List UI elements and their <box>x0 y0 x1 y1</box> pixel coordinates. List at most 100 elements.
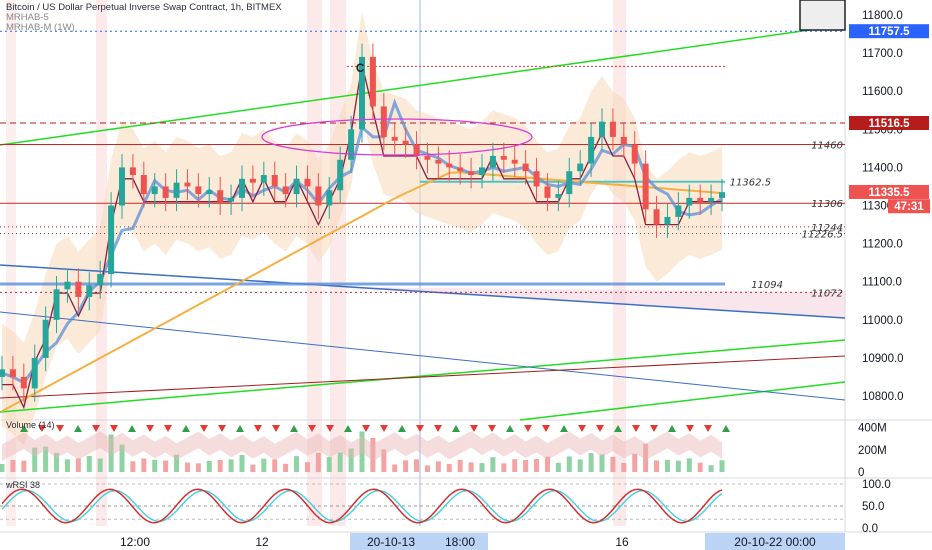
rsi-tick-2: 0.0 <box>862 523 878 535</box>
volume-bar <box>337 452 343 472</box>
signal-triangle <box>236 425 244 432</box>
candle-body <box>75 281 82 297</box>
candle-body <box>151 186 158 195</box>
candle-body <box>664 216 671 225</box>
candle-body <box>522 163 529 172</box>
signal-triangle <box>92 425 100 432</box>
volume-bar <box>566 456 572 472</box>
volume-bar <box>719 460 725 472</box>
signal-triangle <box>326 425 334 432</box>
volume-bar <box>272 459 278 472</box>
volume-bar <box>0 464 5 472</box>
signal-triangle <box>110 425 118 432</box>
signal-triangle <box>74 425 82 432</box>
volume-bar <box>523 460 529 472</box>
volume-bar <box>501 463 507 472</box>
candle-body <box>108 205 115 275</box>
volume-bar <box>261 458 267 472</box>
sma-line <box>1 171 723 413</box>
volume-tick-1: 200M <box>858 445 887 457</box>
volume-bar <box>195 463 201 472</box>
volume-bar <box>544 456 550 472</box>
candle-body <box>304 178 311 187</box>
candle-body <box>402 140 409 145</box>
volume-bar <box>555 462 561 472</box>
signal-triangle <box>272 425 280 432</box>
price-tag-3 <box>888 199 930 214</box>
candle-body <box>64 281 71 290</box>
volume-bar <box>414 459 420 472</box>
time-label-1: 12 <box>255 535 269 549</box>
volume-bar <box>621 463 627 472</box>
volume-bar <box>54 452 60 472</box>
green-trendline-mid <box>0 339 846 413</box>
candle-body <box>359 56 365 130</box>
signal-triangle <box>596 425 604 432</box>
candle-body <box>511 159 518 164</box>
signal-triangle <box>362 425 370 432</box>
candle-body <box>446 163 453 168</box>
price-tick-6: 11200.0 <box>862 239 903 251</box>
volume-bar <box>348 448 354 472</box>
signal-triangle <box>470 425 478 432</box>
time-highlight-label-2: 20-10-22 00:00 <box>734 535 816 549</box>
candle-body <box>642 163 649 210</box>
volume-bar <box>392 464 398 472</box>
level-label-1: 11362.5 <box>730 178 771 189</box>
signal-triangle <box>290 425 298 432</box>
candle-body <box>129 167 136 176</box>
volume-bar <box>119 444 125 472</box>
candle-body <box>337 159 344 191</box>
rsi-line <box>1 488 723 524</box>
volume-bar <box>490 457 496 472</box>
signal-triangle <box>146 425 154 432</box>
candle-body <box>86 285 93 297</box>
volume-band <box>2 431 722 461</box>
candle-body <box>348 129 355 160</box>
volume-pane-label: Volume (14) <box>6 420 55 430</box>
signal-triangle <box>524 425 532 432</box>
volume-bar <box>686 458 692 472</box>
volume-bar <box>446 463 452 472</box>
time-label-0: 12:00 <box>120 535 150 549</box>
signal-triangle <box>542 425 550 432</box>
volume-bar <box>577 459 583 472</box>
volume-bar <box>64 459 70 472</box>
brown-trendline <box>0 355 846 399</box>
signal-triangle <box>632 425 640 432</box>
candle-body <box>20 376 27 389</box>
volume-tick-2: 0 <box>858 467 864 479</box>
price-tick-10: 10800.0 <box>862 391 904 403</box>
candle-body <box>719 192 725 198</box>
candle-body <box>42 319 49 358</box>
price-tag-0 <box>849 24 929 39</box>
candle-body <box>697 197 704 202</box>
candle-body <box>686 197 693 206</box>
indicator-label-2: MRHAB-M (1W) <box>6 22 75 33</box>
price-tag-2 <box>849 184 929 199</box>
candle-body <box>260 175 267 183</box>
volume-bar <box>403 460 409 472</box>
time-highlight-1 <box>350 533 488 550</box>
volume-bar <box>588 453 594 472</box>
volume-bar <box>435 461 441 472</box>
volume-bar <box>468 462 474 472</box>
volume-bar <box>326 457 332 472</box>
signal-triangle <box>20 425 28 432</box>
volume-bar <box>184 462 190 472</box>
volume-bar <box>599 454 605 472</box>
volume-bar <box>315 452 321 472</box>
signal-triangle <box>56 425 64 432</box>
time-label-3: 16 <box>615 535 629 549</box>
volume-bar <box>86 456 92 472</box>
candle-body <box>424 155 431 160</box>
volume-bar <box>163 460 169 472</box>
level-label-6: 11072 <box>811 288 843 299</box>
volume-bar <box>643 443 649 472</box>
volume-bar <box>228 459 234 472</box>
volume-bar <box>304 462 310 472</box>
signal-triangle <box>434 425 442 432</box>
candle-body <box>119 167 125 206</box>
volume-bar <box>239 454 245 472</box>
